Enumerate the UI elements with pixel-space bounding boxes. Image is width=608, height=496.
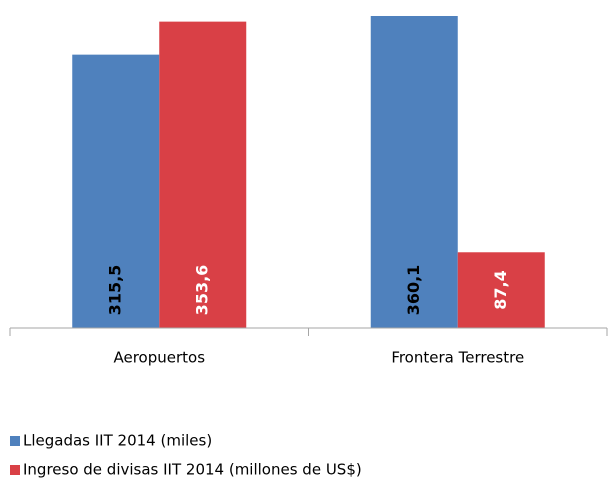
bar	[159, 21, 247, 328]
value-label: 353,6	[192, 265, 211, 316]
value-label: 87,4	[491, 270, 510, 309]
x-tick-label: Aeropuertos	[113, 349, 205, 367]
x-tick-label: Frontera Terrestre	[391, 349, 524, 367]
bar	[457, 252, 545, 328]
legend-swatch	[10, 436, 20, 446]
value-label: 315,5	[105, 265, 124, 316]
value-label: 360,1	[404, 265, 423, 316]
legend-label: Llegadas IIT 2014 (miles)	[23, 432, 212, 450]
bar	[370, 16, 458, 328]
legend-swatch	[10, 465, 20, 475]
bar	[72, 54, 160, 328]
legend-label: Ingreso de divisas IIT 2014 (millones de…	[23, 461, 362, 479]
